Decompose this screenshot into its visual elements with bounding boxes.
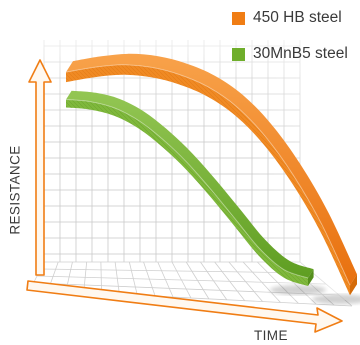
x-axis-label: TIME — [254, 328, 288, 343]
legend-label-30mnb5: 30MnB5 steel — [253, 45, 348, 62]
y-axis-label-text: RESISTANCE — [7, 145, 23, 235]
series-shadow-1 — [270, 285, 326, 295]
series-edge-0 — [65, 64, 351, 286]
series-front-face-1 — [66, 99, 308, 286]
legend-swatch-30mnb5 — [232, 47, 245, 61]
series-top-surface-0 — [66, 53, 357, 286]
x-axis-arrow — [26, 280, 343, 333]
series-top-surface-1 — [66, 90, 314, 278]
legend-swatch-450hb — [232, 11, 245, 25]
legend-item-30mnb5: 30MnB5 steel — [232, 44, 348, 64]
y-axis-label: RESISTANCE — [3, 145, 27, 234]
legend-label-450hb: 450 HB steel — [253, 9, 342, 26]
y-axis-arrow — [28, 59, 52, 276]
series-end-cap-0 — [350, 274, 357, 296]
series-front-face-0 — [66, 64, 350, 296]
series-end-cap-1 — [308, 269, 314, 286]
legend: 450 HB steel 30MnB5 steel — [232, 8, 348, 80]
series-edge-1 — [65, 99, 309, 279]
legend-item-450hb: 450 HB steel — [232, 8, 348, 28]
series-shadow-0 — [312, 294, 360, 305]
